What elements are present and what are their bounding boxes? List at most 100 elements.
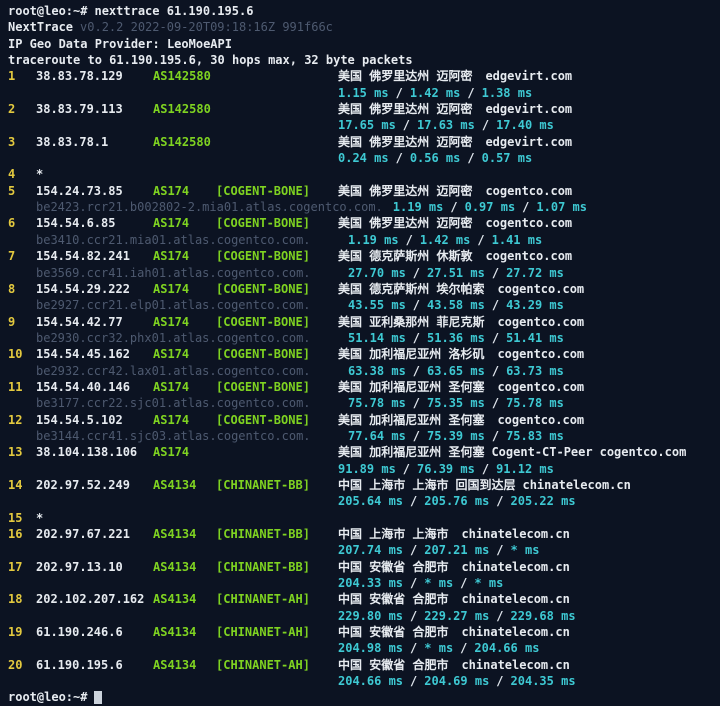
hop-latency-group: 77.64 ms / 75.39 ms / 75.83 ms: [348, 428, 564, 444]
hop-as-number: AS4134: [153, 657, 197, 672]
hop-line-main: 3 38.83.78.1 AS142580 美国 佛罗里达州 迈阿密 edgev…: [8, 134, 720, 150]
hop-row: 17 202.97.13.10 AS4134 [CHINANET-BB] 中国 …: [8, 559, 720, 592]
hop-latency-group: 204.98 ms / * ms / 204.66 ms: [338, 640, 539, 656]
hop-line-main: 9 154.54.42.77 AS174 [COGENT-BONE] 美国 亚利…: [8, 314, 720, 330]
hop-geo-location: 中国 上海市 上海市: [338, 477, 449, 492]
hop-provider-domain: cogentco.com: [599, 445, 687, 460]
hop-row: 7 154.54.82.241 AS174 [COGENT-BONE] 美国 德…: [8, 248, 720, 281]
latency-value: 17.63 ms: [417, 118, 475, 133]
hop-as-number: AS142580: [153, 102, 211, 117]
hop-as-number: AS174: [153, 445, 190, 460]
hop-geo-location: 美国 德克萨斯州 休斯敦: [338, 249, 473, 264]
hop-ip-address: 61.190.195.6: [36, 657, 123, 672]
hop-line-detail: 91.89 ms / 76.39 ms / 91.12 ms: [8, 461, 720, 477]
latency-separator: /: [467, 151, 475, 166]
latency-value: 63.38 ms: [348, 363, 406, 378]
hop-number: 9: [8, 314, 16, 329]
hop-rdns-hostname: be3569.ccr41.iah01.atlas.cogentco.com.: [36, 265, 311, 280]
latency-separator: /: [410, 576, 418, 591]
terminal-cursor[interactable]: [94, 691, 103, 705]
hop-line-main: 14 202.97.52.249 AS4134 [CHINANET-BB] 中国…: [8, 477, 720, 493]
latency-value: 51.14 ms: [348, 330, 406, 345]
hop-geo-location: 美国 佛罗里达州 迈阿密: [338, 134, 473, 149]
hop-line-detail: 0.24 ms / 0.56 ms / 0.57 ms: [8, 150, 720, 166]
hop-geo-location: 美国 加利福尼亚州 洛杉矶: [338, 347, 485, 362]
latency-separator: /: [491, 265, 500, 280]
hop-network-tag: [CHINANET-AH]: [216, 625, 310, 640]
latency-separator: /: [467, 85, 475, 100]
hop-ip-address: 202.102.207.162: [36, 592, 145, 607]
hop-provider-domain: cogentco.com: [485, 216, 573, 231]
hop-latency-group: 0.24 ms / 0.56 ms / 0.57 ms: [338, 150, 532, 166]
latency-value: 204.66 ms: [338, 674, 404, 689]
hop-ip-address: 154.54.6.85: [36, 216, 116, 231]
latency-separator: /: [395, 151, 403, 166]
hop-network-tag: [CHINANET-BB]: [216, 527, 310, 541]
hop-number: 12: [8, 412, 23, 427]
hop-line-main: 2 38.83.79.113 AS142580 美国 佛罗里达州 迈阿密 edg…: [8, 101, 720, 117]
hop-rdns-hostname: be3177.ccr22.sjc01.atlas.cogentco.com.: [36, 396, 311, 411]
latency-separator: /: [412, 265, 421, 280]
hop-provider-domain: chinatelecom.cn: [461, 657, 570, 672]
latency-value: 229.27 ms: [424, 608, 490, 623]
hop-network-tag: [COGENT-BONE]: [216, 412, 310, 427]
hop-provider-domain: chinatelecom.cn: [461, 559, 570, 574]
latency-value: 75.39 ms: [427, 428, 485, 443]
latency-separator: /: [402, 118, 411, 133]
hop-line-main: 6 154.54.6.85 AS174 [COGENT-BONE] 美国 佛罗里…: [8, 215, 720, 231]
hop-line-detail: 1.15 ms / 1.42 ms / 1.38 ms: [8, 85, 720, 101]
hop-ip-address: 154.54.82.241: [36, 249, 130, 264]
hop-latency-group: 91.89 ms / 76.39 ms / 91.12 ms: [338, 461, 554, 477]
hop-network-tag: [COGENT-BONE]: [216, 347, 310, 362]
app-name: NextTrace: [8, 20, 74, 35]
latency-value: 17.40 ms: [496, 118, 554, 133]
hop-ip-address: 202.97.13.10: [36, 559, 123, 574]
latency-value: 0.57 ms: [481, 151, 533, 166]
latency-value: 63.73 ms: [506, 363, 564, 378]
hop-latency-group: 27.70 ms / 27.51 ms / 27.72 ms: [348, 265, 564, 281]
hop-line-main: 18 202.102.207.162 AS4134 [CHINANET-AH] …: [8, 591, 720, 607]
latency-value: 91.12 ms: [496, 461, 554, 476]
latency-value: 43.58 ms: [427, 298, 485, 313]
hop-line-detail: 229.80 ms / 229.27 ms / 229.68 ms: [8, 608, 720, 624]
hop-network-tag: [CHINANET-AH]: [216, 592, 310, 607]
hop-latency-group: 75.78 ms / 75.35 ms / 75.78 ms: [348, 395, 564, 411]
hop-geo-location: 中国 安徽省 合肥市: [338, 592, 449, 607]
hop-geo-location: 美国 加利福尼亚州 圣何塞: [338, 379, 485, 394]
hop-line-main: 1 38.83.78.129 AS142580 美国 佛罗里达州 迈阿密 edg…: [8, 68, 720, 84]
hop-row: 15 *: [8, 510, 720, 526]
hop-line-main: 15 *: [8, 510, 720, 526]
hop-ip-address: *: [36, 510, 44, 525]
latency-value: 27.51 ms: [427, 265, 485, 280]
hop-row: 13 38.104.138.106 AS174 美国 加利福尼亚州 圣何塞 Co…: [8, 444, 720, 477]
hop-line-main: 11 154.54.40.146 AS174 [COGENT-BONE] 美国 …: [8, 379, 720, 395]
latency-value: 1.42 ms: [419, 232, 471, 247]
hop-geo-location: 美国 佛罗里达州 迈阿密: [338, 183, 473, 198]
hop-ip-address: 202.97.52.249: [36, 477, 130, 492]
hop-row: 20 61.190.195.6 AS4134 [CHINANET-AH] 中国 …: [8, 657, 720, 690]
hop-latency-group: 1.19 ms / 1.42 ms / 1.41 ms: [348, 232, 542, 248]
hop-geo-location: 中国 安徽省 合肥市: [338, 625, 449, 640]
latency-separator: /: [496, 608, 504, 623]
latency-separator: /: [405, 232, 413, 247]
latency-value: 51.36 ms: [427, 330, 485, 345]
hop-geo-location: 美国 加利福尼亚州 圣何塞: [338, 412, 485, 427]
hop-as-number: AS174: [153, 379, 190, 394]
hop-number: 16: [8, 527, 23, 541]
hop-row: 6 154.54.6.85 AS174 [COGENT-BONE] 美国 佛罗里…: [8, 215, 720, 248]
hop-geo-location: 中国 安徽省 合肥市: [338, 657, 449, 672]
latency-separator: /: [491, 298, 500, 313]
hop-provider-domain: chinatelecom.cn: [461, 625, 570, 640]
hop-line-detail: 204.98 ms / * ms / 204.66 ms: [8, 640, 720, 656]
latency-separator: /: [477, 232, 485, 247]
hop-number: 3: [8, 134, 16, 149]
latency-value: 229.80 ms: [338, 608, 404, 623]
hop-line-main: 7 154.54.82.241 AS174 [COGENT-BONE] 美国 德…: [8, 248, 720, 264]
hop-provider-domain: cogentco.com: [485, 249, 573, 264]
hop-as-number: AS174: [153, 347, 190, 362]
hop-line-detail: be3410.ccr21.mia01.atlas.cogentco.com. 1…: [8, 232, 720, 248]
hop-row: 3 38.83.78.1 AS142580 美国 佛罗里达州 迈阿密 edgev…: [8, 134, 720, 167]
latency-value: 76.39 ms: [417, 461, 475, 476]
hop-latency-group: 63.38 ms / 63.65 ms / 63.73 ms: [348, 363, 564, 379]
